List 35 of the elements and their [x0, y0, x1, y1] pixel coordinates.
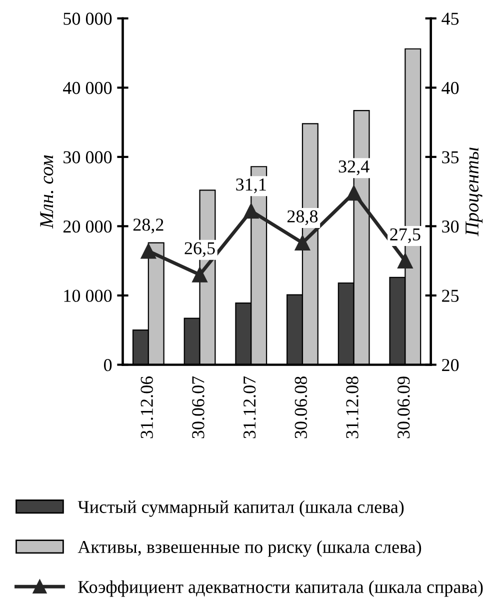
y-tick-label: 0 [104, 358, 112, 372]
legend-label: Чистый суммарный капитал (шкала слева) [78, 500, 404, 517]
data-label: 27,5 [390, 228, 420, 244]
point [192, 267, 208, 282]
y-tick-label: 30 000 [64, 151, 112, 164]
data-label: 28,2 [133, 218, 164, 234]
point [140, 243, 156, 259]
y-tick-label: 20 000 [63, 220, 112, 233]
y-axis-title: Млн. сом [40, 155, 54, 229]
point [294, 235, 310, 250]
x-tick-label: 30.06.07 [192, 376, 204, 438]
x-tick-label: 31.12.06 [140, 376, 154, 438]
x-tick-label: 30.06.09 [398, 376, 410, 438]
legend-label: Коэффициент адекватности капитала (шкала справа) [78, 580, 483, 597]
point [346, 185, 362, 201]
y2-tick-label: 25 [442, 290, 459, 302]
y2-tick-label: 45 [442, 12, 459, 25]
y2-tick-label: 35 [442, 151, 459, 164]
y2-tick-label: 20 [442, 358, 459, 372]
y2-tick-label: 30 [442, 220, 459, 233]
x-tick-label: 31.12.07 [243, 376, 256, 438]
x-tick-label: 30.06.08 [294, 376, 308, 438]
y2-tick-label: 40 [442, 82, 459, 94]
data-label: 31,1 [236, 178, 266, 194]
point [243, 203, 259, 219]
data-label: 26,5 [184, 242, 215, 257]
data-label: 32,4 [338, 160, 370, 176]
y-tick-label: 40 000 [63, 82, 112, 94]
point [398, 253, 413, 268]
data-label: 28,8 [287, 210, 318, 226]
y-tick-label: 50 000 [64, 12, 112, 25]
x-tick-label: 31.12.08 [346, 376, 358, 438]
y2-axis-title: Проценты [466, 148, 483, 236]
legend-label: Активы, взвешенные по риску (шкала слева) [78, 540, 422, 557]
y-tick-label: 10 000 [64, 290, 112, 302]
